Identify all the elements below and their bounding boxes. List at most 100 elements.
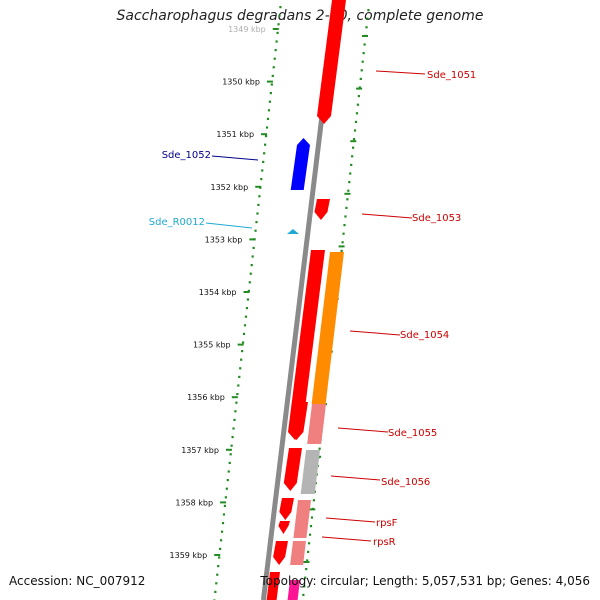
gene-leader-line [205,222,253,229]
gene-leader-line [211,155,259,161]
gene-label: Sde_1054 [400,330,449,341]
ruler-dot-right [367,9,370,12]
ruler-dot-left [273,57,276,60]
ruler-dot-left [234,410,237,413]
ruler-dot-right [306,559,309,562]
ruler-dot-left [262,160,265,163]
ruler-dot-left [222,513,226,516]
ruler-dot-left [279,6,282,9]
kbp-tick-label: 1354 kbp [199,288,237,297]
ruler-dot-left [215,582,218,585]
gene-block-rpsR [273,541,288,565]
ruler-dot-left [270,83,273,86]
ruler-dot-left [263,152,266,155]
gene-block-sde-1051 [316,0,346,124]
gene-block-rpsF-c [278,521,290,534]
ruler-dot-left [224,496,227,499]
gene-block-sde-1056a [283,448,302,491]
ruler-dot-left [235,401,238,404]
ruler-dot-right [353,129,357,132]
gene-label: rpsF [376,518,398,529]
ruler-dot-right [305,568,308,571]
ruler-dot-left [217,565,220,568]
ruler-dot-right [365,26,368,29]
ruler-dot-right [366,17,369,20]
ruler-dot-right [352,146,355,149]
ruler-dot-right [304,576,307,579]
kbp-tick-label: 1352 kbp [211,183,249,192]
kbp-tick-label: 1351 kbp [216,130,254,139]
ruler-dot-right [309,525,313,528]
ruler-dot-right [310,516,314,519]
ruler-dot-left [219,547,222,550]
gene-block-rpsF-b [293,500,311,538]
ruler-dot-left [276,31,279,34]
ruler-dot-left [233,418,236,421]
gene-leader-line [330,475,381,481]
ruler-dot-left [250,264,253,267]
ruler-dot-right [303,585,306,588]
ruler-dot-left [243,324,247,327]
genome-summary-label: Topology: circular; Length: 5,057,531 bp… [260,574,590,588]
ruler-dot-left [275,40,278,43]
accession-label: Accession: NC_007912 [9,574,146,588]
gene-block-sde-1052 [290,138,310,190]
ruler-dot-left [245,307,249,310]
ruler-dot-left [257,203,260,206]
ruler-dot-right [341,241,344,244]
ruler-dot-right [360,69,363,72]
ruler-dot-left [274,49,277,52]
ruler-dot-right [361,60,364,63]
ruler-dot-left [277,23,280,26]
gene-label: Sde_1052 [162,150,211,161]
gene-leader-line [325,517,376,523]
map-title: Saccharophagus degradans 2-40, complete … [116,8,484,24]
ruler-dot-left [256,212,259,215]
gene-block-rpsR-b [290,541,306,565]
ruler-dot-left [248,281,251,284]
ruler-dot-right [318,447,321,450]
ruler-dot-left [242,332,246,335]
ruler-dot-left [221,522,225,525]
kbp-tick-label: 1357 kbp [181,446,219,455]
gene-block-sde-1054b [311,252,344,404]
gene-leader-line [337,427,389,433]
ruler-dot-left [225,487,228,490]
ruler-ticks: 1349 kbp 1350 kbp 1351 kbp 1352 kbp 1353 kbp… [170,6,370,600]
ruler-dot-right [340,249,343,252]
ruler-dot-left [238,375,241,378]
kbp-tick-label: 1355 kbp [193,341,231,350]
ruler-dot-left [278,14,281,17]
ruler-dot-left [266,117,270,120]
ruler-dot-right [307,542,311,545]
ruler-dot-left [267,109,271,112]
ruler-dot-left [258,195,261,198]
ruler-dot-left [223,504,227,507]
ruler-dot-left [230,444,233,447]
kbp-tick-label: 1356 kbp [187,393,225,402]
ruler-dot-left [254,229,257,232]
ruler-dot-left [236,393,239,396]
gene-block-sde-1056b [300,450,320,494]
ruler-dot-left [227,470,230,473]
gene-leader-line [321,536,372,542]
kbp-tick-label: 1350 kbp [222,78,260,87]
ruler-dot-right [363,43,366,46]
ruler-dot-right [352,138,356,141]
ruler-dot-right [350,163,353,166]
gene-block-sde-1054a [288,250,325,440]
ruler-dot-left [272,66,275,69]
gene-label: Sde_1051 [427,70,476,81]
ruler-dot-left [220,530,224,533]
ruler-dot-left [246,298,249,301]
gene-label: Sde_1055 [388,428,437,439]
ruler-dot-right [357,95,360,98]
ruler-dot-right [302,593,305,596]
gene-features [258,0,346,600]
ruler-dot-left [214,590,217,593]
ruler-dot-left [239,367,242,370]
ruler-dot-left [219,539,223,542]
ruler-dot-left [242,341,245,344]
gene-block-next-a [266,572,280,600]
